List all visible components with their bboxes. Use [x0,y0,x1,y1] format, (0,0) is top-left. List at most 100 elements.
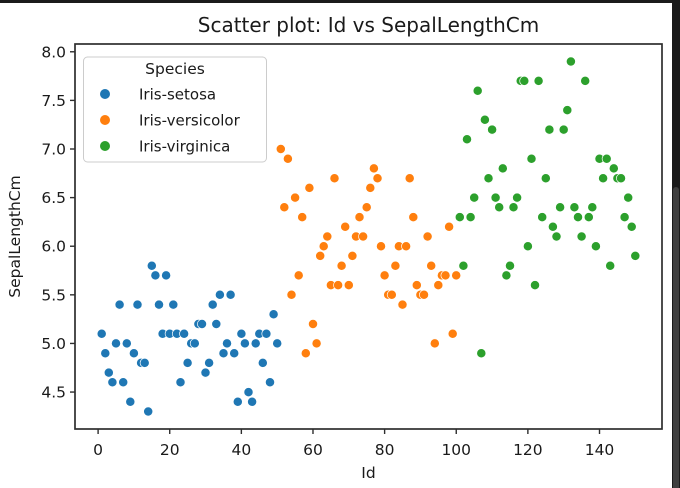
data-point [598,173,609,184]
data-point [214,289,225,300]
x-tick-label: 0 [93,441,103,459]
data-point [512,192,523,203]
data-point [376,241,386,252]
x-axis-label: Id [361,464,375,482]
data-point [103,367,114,378]
data-point [483,173,494,184]
data-point [114,299,125,310]
data-point [118,377,129,388]
data-point [555,202,566,213]
x-tick-label: 120 [513,441,543,459]
data-point [282,153,293,164]
data-point [458,260,469,271]
data-point [605,260,616,271]
data-point [354,212,365,223]
data-point [146,260,157,271]
data-point [96,328,107,339]
data-point [275,144,286,154]
data-point [494,202,505,213]
series-iris-virginica [454,56,641,359]
data-point [526,153,537,164]
data-point [132,299,143,310]
data-point [128,348,139,359]
data-point [340,221,351,232]
data-point [318,241,329,252]
data-point [429,338,440,349]
data-point [587,202,598,213]
data-point [304,182,315,193]
legend-label-setosa: Iris-setosa [139,86,216,104]
data-point [533,75,544,86]
data-point [547,221,558,232]
data-point [333,280,344,291]
y-tick-label: 4.5 [41,384,66,402]
data-point [232,396,243,407]
series-iris-setosa [96,260,283,417]
data-point [454,212,465,223]
data-point [426,260,437,271]
data-point [265,377,275,388]
data-point [143,406,154,417]
scrollbar-thumb[interactable] [673,187,679,488]
data-point [293,270,304,281]
data-point [207,299,218,310]
data-point [433,280,444,291]
data-point [590,241,601,252]
data-point [236,328,247,339]
data-points [96,56,641,417]
data-point [472,85,483,96]
data-point [315,250,326,261]
data-point [247,396,258,407]
legend-marker-setosa-icon [100,89,110,99]
data-point [121,338,132,349]
window-edge-top [0,0,680,3]
data-point [497,163,508,174]
data-point [311,338,322,349]
data-point [619,212,630,223]
x-tick-label: 60 [303,441,323,459]
data-point [479,114,490,125]
legend-label-virginica: Iris-virginica [139,138,230,156]
y-axis-label: SepalLengthCm [6,175,24,297]
data-point [279,202,290,213]
data-point [401,241,412,252]
data-point [161,270,172,281]
data-point [505,260,515,271]
data-point [347,250,358,261]
scrollbar-track[interactable] [672,0,680,488]
data-point [308,319,318,329]
x-tick-label: 140 [585,441,615,459]
data-point [368,163,379,174]
y-tick-label: 5.0 [41,335,66,353]
y-tick-label: 7.5 [41,92,66,110]
x-tick-label: 40 [231,441,251,459]
data-point [551,231,562,242]
data-point [243,387,254,398]
data-point [601,153,612,164]
legend-box [83,56,267,163]
data-point [451,270,462,281]
data-point [139,357,150,368]
data-point [268,309,279,320]
data-point [225,289,236,300]
data-point [608,163,619,174]
data-point [379,270,390,281]
legend-title: Species [145,60,205,78]
data-point [300,348,311,359]
legend-label-versicolor: Iris-versicolor [139,112,241,130]
data-point [218,348,229,359]
data-point [125,396,136,407]
data-point [616,173,626,184]
chart-title: Scatter plot: Id vs SepalLengthCm [198,13,539,37]
data-point [111,338,121,349]
data-point [422,231,433,242]
data-point [562,105,573,116]
data-point [365,182,376,193]
data-point [419,289,429,300]
legend: Species Iris-setosa Iris-versicolor Iris… [83,56,267,163]
data-point [386,289,397,300]
data-point [257,357,268,368]
y-tick-label: 5.5 [41,286,66,304]
